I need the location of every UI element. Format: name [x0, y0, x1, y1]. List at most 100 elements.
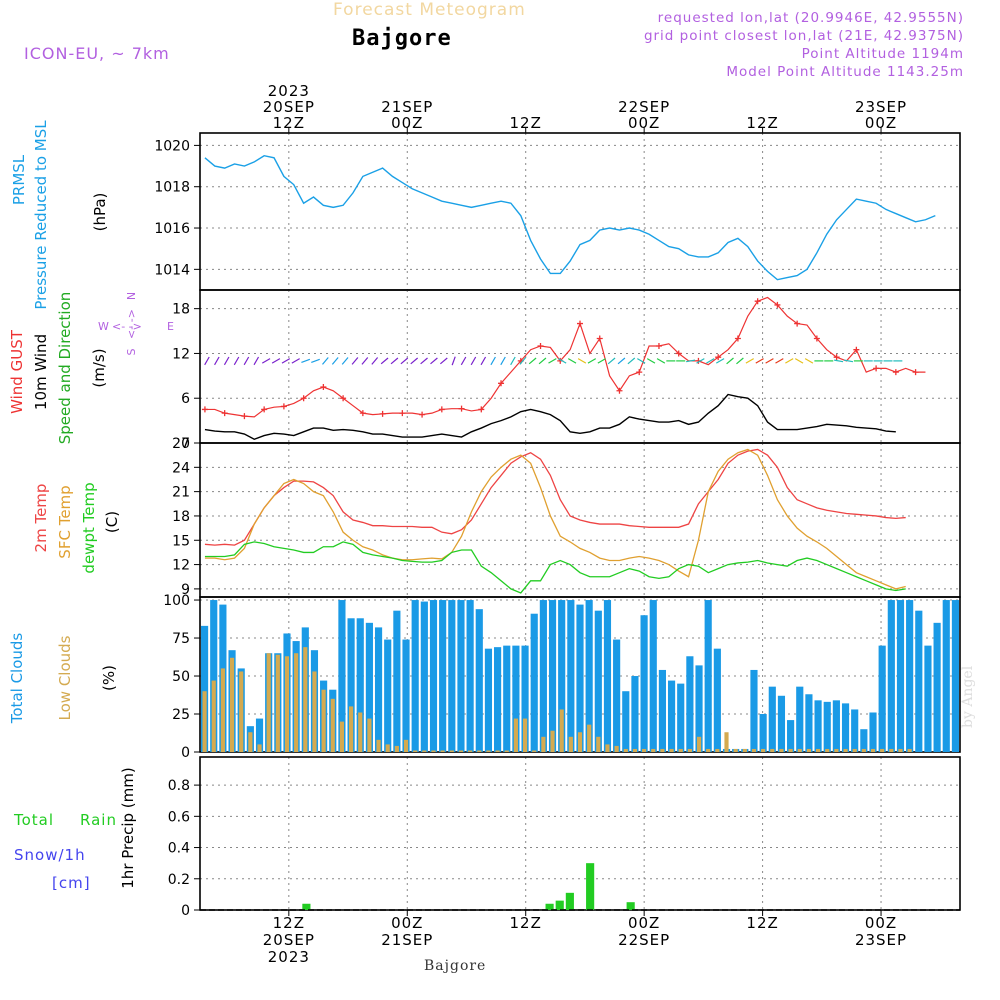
wind-direction-arrow: [420, 357, 428, 365]
clouds-ytick-label: 75: [172, 631, 190, 647]
low-cloud-bar: [825, 748, 830, 752]
wind-frame: [199, 289, 961, 444]
label-dewpt-temp: dewpt Temp: [80, 482, 98, 573]
total-cloud-bar: [429, 600, 438, 752]
gust-marker: [715, 354, 722, 361]
total-cloud-bar: [777, 695, 786, 752]
bottom-time-label: 22SEP: [618, 931, 670, 949]
total-cloud-bar: [851, 709, 859, 752]
total-cloud-bar: [832, 700, 840, 752]
compass-e: E: [167, 320, 174, 333]
low-cloud-bar: [321, 689, 326, 752]
label-rain: Rain: [80, 811, 117, 829]
low-cloud-bar: [614, 745, 619, 752]
total-cloud-bar: [878, 645, 886, 752]
low-cloud-bar: [294, 653, 299, 752]
total-cloud-bar: [823, 701, 831, 752]
temp-2m-line: [204, 448, 906, 546]
low-cloud-bar: [742, 748, 747, 752]
low-cloud-bar: [751, 748, 757, 752]
total-cloud-bar: [704, 600, 712, 752]
clouds-ytick-label: 25: [172, 707, 190, 723]
bottom-time-label: 21SEP: [381, 931, 433, 949]
top-time-label: 23SEP: [855, 98, 907, 116]
wind-direction-arrow: [538, 357, 547, 365]
bottom-time-label: 12Z: [746, 914, 778, 932]
low-cloud-bar: [266, 653, 271, 752]
total-cloud-bar: [255, 718, 264, 752]
wind-direction-arrow: [490, 356, 496, 366]
wind-direction-arrow: [430, 357, 438, 365]
label-pressure-msl: Pressure Reduced to MSL: [32, 120, 50, 310]
clouds-ytick-label: 0: [181, 745, 190, 761]
wind-direction-arrow: [301, 358, 311, 364]
total-cloud-bar: [869, 712, 877, 752]
bottom-time-label: 20SEP: [263, 931, 315, 949]
gust-marker: [399, 410, 406, 417]
total-cloud-bar: [805, 694, 813, 752]
wind-ytick-label: 6: [181, 391, 190, 407]
low-cloud-bar: [596, 736, 601, 752]
pressure-ytick-label: 1016: [154, 221, 190, 237]
low-cloud-bar: [852, 748, 857, 752]
total-cloud-bar: [585, 600, 593, 752]
wind-direction-arrow: [470, 356, 477, 366]
top-time-label: 20SEP: [263, 98, 315, 116]
wind-direction-arrow: [785, 358, 794, 364]
precip-bar: [586, 863, 595, 910]
wind-direction-arrow: [577, 358, 587, 364]
temperature-ytick-label: 21: [172, 485, 190, 501]
total-cloud-bar: [548, 600, 557, 752]
total-cloud-bar: [658, 669, 666, 752]
low-cloud-bar: [239, 671, 244, 752]
label-1hr-precip: 1hr Precip (mm): [119, 767, 137, 888]
gust-marker: [537, 342, 544, 349]
low-cloud-bar: [211, 680, 216, 752]
wind-direction-arrow: [451, 356, 456, 366]
low-cloud-bar: [349, 706, 354, 752]
gust-marker: [577, 320, 583, 327]
low-cloud-bar: [486, 750, 491, 752]
label-10m-wind: 10m Wind: [32, 334, 50, 410]
precip-frame: [199, 756, 961, 911]
gust-marker: [873, 365, 880, 372]
low-cloud-bar: [303, 647, 308, 752]
gust-marker: [201, 406, 208, 413]
compass-s: S: [125, 348, 138, 355]
gust-marker: [655, 342, 662, 349]
total-cloud-bar: [439, 600, 447, 752]
gust-marker: [438, 406, 445, 413]
low-cloud-bar: [413, 750, 418, 752]
wind-direction-arrow: [548, 358, 557, 364]
total-cloud-bar: [841, 703, 850, 752]
low-cloud-bar: [587, 724, 592, 752]
low-cloud-bar: [797, 748, 802, 752]
low-cloud-bar: [834, 748, 839, 752]
low-cloud-bar: [220, 668, 225, 752]
wind-direction-arrow: [380, 357, 389, 365]
total-cloud-bar: [356, 618, 364, 752]
total-cloud-bar: [924, 645, 932, 752]
total-cloud-bar: [347, 618, 355, 752]
precip-bar: [565, 892, 574, 910]
gust-marker: [754, 298, 761, 305]
label-wind-gust: Wind GUST: [8, 329, 26, 414]
low-cloud-bar: [907, 748, 912, 752]
label-low-clouds: Low Clouds: [56, 635, 74, 720]
wind-ytick-label: 12: [172, 346, 190, 362]
gust-marker: [892, 369, 899, 376]
precip-ytick-label: 0.8: [168, 778, 190, 794]
clouds-ytick-label: 50: [172, 669, 190, 685]
top-time-label: 00Z: [391, 114, 423, 132]
total-cloud-bar: [558, 600, 566, 752]
low-cloud-bar: [257, 744, 262, 752]
low-cloud-bar: [550, 730, 555, 752]
wind-direction-arrow: [745, 358, 754, 364]
low-cloud-bar: [403, 739, 409, 752]
total-cloud-bar: [942, 600, 950, 752]
label-cm: [cm]: [52, 874, 91, 892]
wind-direction-arrow: [726, 357, 734, 365]
label-ms: (m/s): [90, 348, 108, 387]
total-cloud-bar: [787, 720, 795, 752]
total-cloud-bar: [649, 600, 657, 752]
